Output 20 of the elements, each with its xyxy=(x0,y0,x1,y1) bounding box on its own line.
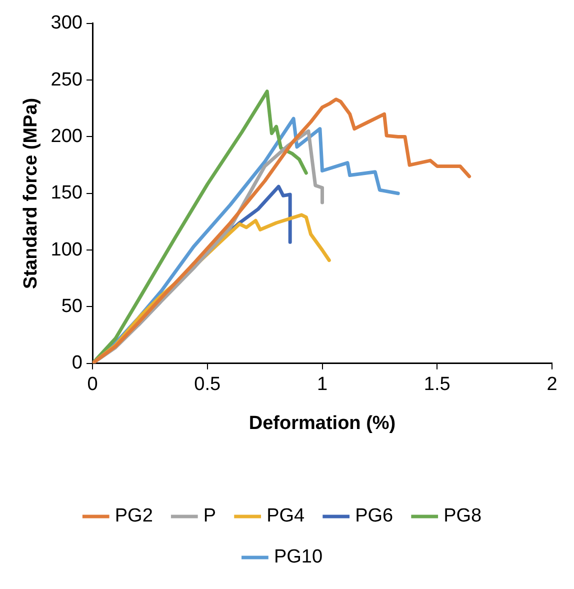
y-tick-label: 100 xyxy=(50,239,82,260)
x-tick-label: 0 xyxy=(87,374,98,396)
y-tick-label: 50 xyxy=(61,296,82,317)
x-axis-title: Deformation (%) xyxy=(248,412,396,434)
y-tick-label: 200 xyxy=(50,126,82,147)
x-tick-label: 1 xyxy=(316,374,328,396)
legend-label: PG2 xyxy=(114,506,153,527)
x-tick-label: 0.5 xyxy=(194,374,221,396)
legend-label: P xyxy=(203,506,216,527)
y-tick-label: 0 xyxy=(72,352,82,374)
y-tick-label: 300 xyxy=(50,12,82,34)
y-tick-label: 150 xyxy=(50,182,82,204)
x-tick-label: 2 xyxy=(546,374,558,396)
legend-label: PG6 xyxy=(355,506,394,527)
y-tick-label: 250 xyxy=(50,69,82,90)
x-tick-label: 1.5 xyxy=(424,374,450,396)
legend-label: PG10 xyxy=(274,546,323,568)
legend-label: PG8 xyxy=(444,506,482,527)
legend-label: PG4 xyxy=(266,506,306,527)
y-axis-title: Standard force (MPa) xyxy=(20,98,42,289)
